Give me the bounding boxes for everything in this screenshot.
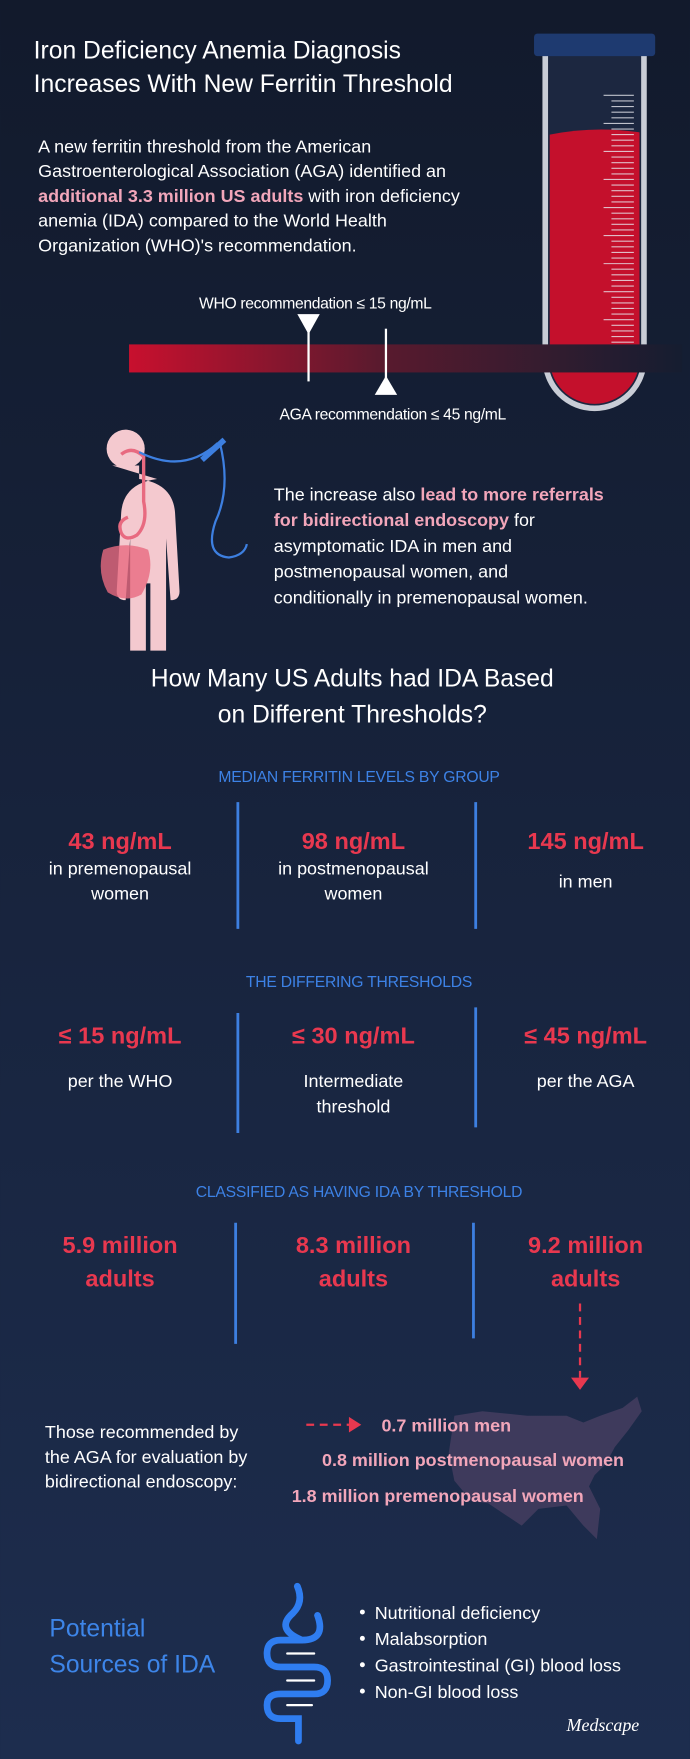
intro-line: Organization (WHO)'s recommendation. — [38, 235, 356, 255]
breakdown-item: 1.8 million premenopausal women — [292, 1486, 584, 1506]
group-heading: MEDIAN FERRITIN LEVELS BY GROUP — [218, 769, 499, 786]
evaluation-text: bidirectional endoscopy: — [45, 1472, 237, 1492]
content: Iron Deficiency Anemia Diagnosis Increase… — [34, 37, 647, 1735]
stat-label: per the WHO — [68, 1071, 173, 1091]
stat-value: 98 ng/mL — [302, 828, 405, 854]
stat-value: 9.2 million — [528, 1232, 643, 1258]
stat-value: adults — [85, 1266, 154, 1292]
sources-title: Potential — [49, 1616, 145, 1643]
intro-line: additional 3.3 million US adults with ir… — [38, 186, 460, 206]
ferritin-bar — [129, 344, 683, 373]
bullet — [359, 1688, 365, 1694]
stat-label: in men — [559, 871, 613, 891]
aga-label: AGA recommendation ≤ 45 ng/mL — [279, 407, 506, 424]
stat-label: in premenopausal — [49, 858, 192, 878]
arrows — [306, 1303, 589, 1433]
section-title: How Many US Adults had IDA Based — [151, 666, 554, 693]
stat-value: ≤ 15 ng/mL — [59, 1022, 182, 1048]
stat-value: 43 ng/mL — [68, 828, 171, 854]
referral-line: postmenopausal women, and — [274, 562, 508, 582]
intestine-icon — [263, 1582, 331, 1745]
title: Increases With New Ferritin Threshold — [34, 71, 453, 98]
text-segment: The increase also — [274, 484, 421, 504]
breakdown-item: 0.8 million postmenopausal women — [322, 1450, 624, 1470]
text-segment: Organization (WHO)'s recommendation. — [38, 235, 356, 255]
text-segment: Gastroenterological Association (AGA) id… — [38, 161, 446, 181]
title: Iron Deficiency Anemia Diagnosis — [34, 37, 401, 64]
text-segment: with iron deficiency — [303, 186, 460, 206]
stat-value: ≤ 45 ng/mL — [524, 1022, 647, 1048]
intro-line: A new ferritin threshold from the Americ… — [38, 137, 371, 157]
sources-title: Sources of IDA — [49, 1652, 215, 1679]
stat-label: per the AGA — [537, 1071, 635, 1091]
text-segment: additional 3.3 million US adults — [38, 186, 303, 206]
source-item: Gastrointestinal (GI) blood loss — [375, 1655, 621, 1675]
stat-value: adults — [551, 1266, 620, 1292]
text-segment: for bidirectional endoscopy — [274, 510, 509, 530]
intro-line: anemia (IDA) compared to the World Healt… — [38, 211, 387, 231]
dividers — [234, 802, 478, 1344]
stat-value: 8.3 million — [296, 1232, 411, 1258]
text-segment: anemia (IDA) compared to the World Healt… — [38, 211, 387, 231]
text-segment: conditionally in premenopausal women. — [274, 588, 588, 608]
stat-value: 145 ng/mL — [527, 828, 643, 854]
stat-value: adults — [319, 1266, 388, 1292]
logo: Medscape — [566, 1715, 640, 1735]
referral-line: conditionally in premenopausal women. — [274, 588, 588, 608]
group-heading: CLASSIFIED AS HAVING IDA BY THRESHOLD — [196, 1184, 522, 1201]
stat-label: Intermediate — [304, 1071, 404, 1091]
who-marker — [297, 314, 320, 382]
stat-label: threshold — [317, 1096, 391, 1116]
text-segment: A new ferritin threshold from the Americ… — [38, 137, 371, 157]
who-label: WHO recommendation ≤ 15 ng/mL — [199, 295, 432, 312]
text-segment: postmenopausal women, and — [274, 562, 508, 582]
stat-value: ≤ 30 ng/mL — [292, 1022, 415, 1048]
us-map — [448, 1396, 642, 1540]
evaluation-text: the AGA for evaluation by — [45, 1447, 247, 1467]
group-heading: THE DIFFERING THRESHOLDS — [246, 974, 472, 991]
breakdown-item: 0.7 million men — [381, 1415, 511, 1435]
source-item: Non-GI blood loss — [375, 1682, 519, 1702]
section-title: on Different Thresholds? — [218, 701, 487, 728]
source-item: Malabsorption — [375, 1629, 488, 1649]
aga-marker — [374, 328, 398, 395]
stat-label: women — [90, 884, 149, 904]
text-segment: lead to more referrals — [420, 484, 603, 504]
text-segment: for — [509, 510, 535, 530]
test-tube — [534, 33, 656, 412]
referral-line: asymptomatic IDA in men and — [274, 536, 512, 556]
bullet — [359, 1635, 365, 1641]
intro-line: Gastroenterological Association (AGA) id… — [38, 161, 446, 181]
source-item: Nutritional deficiency — [375, 1603, 541, 1623]
stat-value: 5.9 million — [62, 1232, 177, 1258]
bullet — [359, 1662, 365, 1668]
text-segment: asymptomatic IDA in men and — [274, 536, 512, 556]
stat-label: in postmenopausal — [278, 858, 429, 878]
referral-line: for bidirectional endoscopy for — [274, 510, 535, 530]
bullet — [359, 1609, 365, 1615]
referral-line: The increase also lead to more referrals — [274, 484, 604, 504]
stat-label: women — [323, 884, 382, 904]
evaluation-text: Those recommended by — [45, 1422, 238, 1442]
human-figure — [100, 429, 248, 651]
